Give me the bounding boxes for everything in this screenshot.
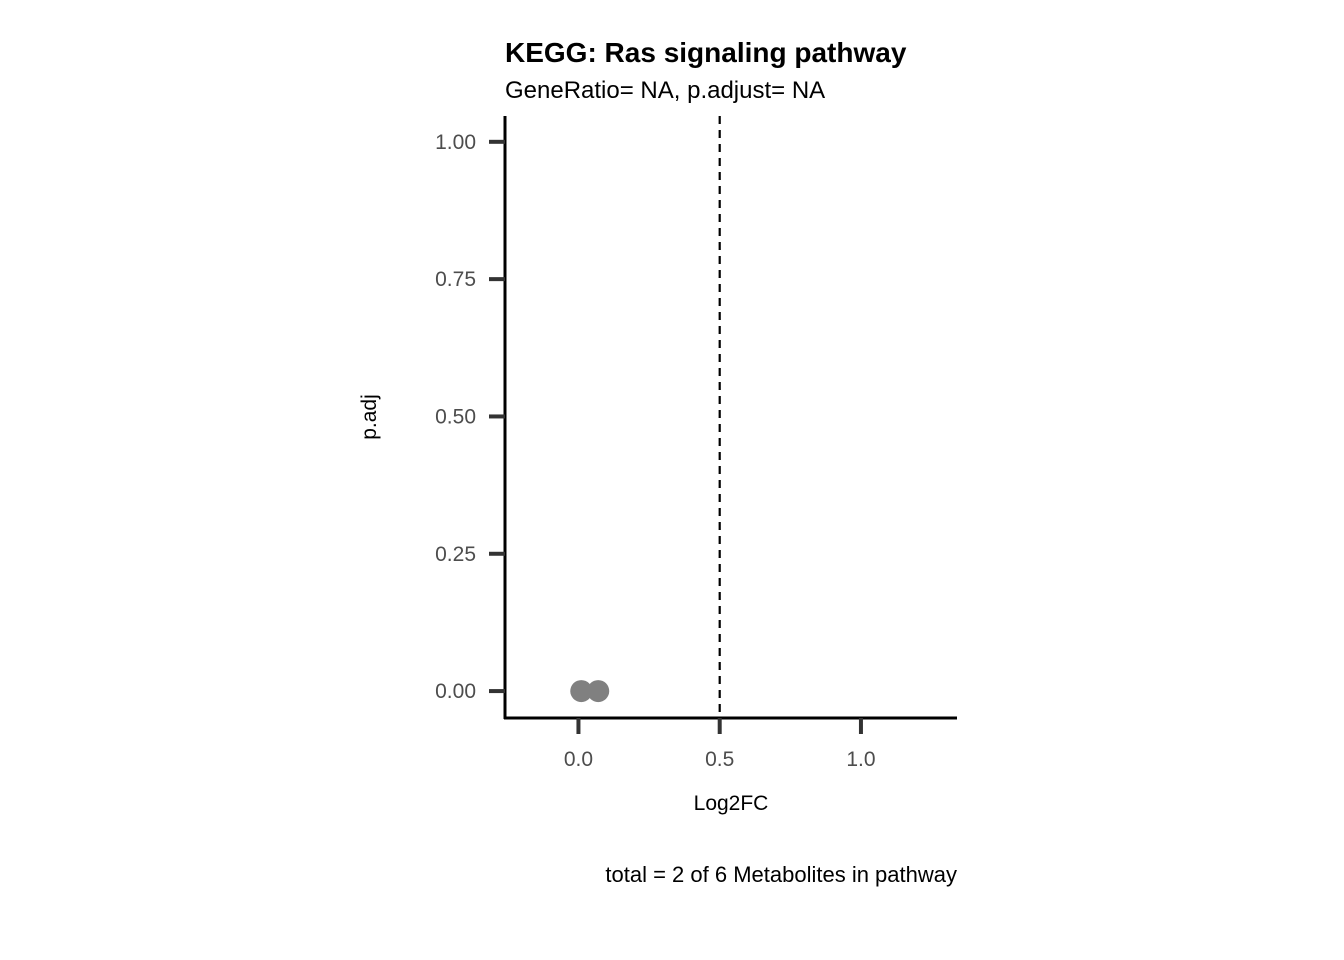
x-tick-label: 0.0 (564, 748, 593, 771)
chart-subtitle: GeneRatio= NA, p.adjust= NA (505, 77, 825, 104)
x-axis-label: Log2FC (694, 792, 769, 815)
y-tick-label: 0.50 (435, 405, 476, 428)
y-tick-label: 0.25 (435, 543, 476, 566)
chart-title: KEGG: Ras signaling pathway (505, 37, 907, 68)
y-tick-label: 0.00 (435, 680, 476, 703)
y-axis-label: p.adj (358, 394, 381, 440)
y-tick-label: 0.75 (435, 268, 476, 291)
data-point (570, 680, 593, 703)
data-point (587, 680, 610, 703)
caption: total = 2 of 6 Metabolites in pathway (605, 862, 957, 887)
y-tick-label: 1.00 (435, 131, 476, 154)
x-tick-label: 1.0 (846, 748, 875, 771)
x-tick-label: 0.5 (705, 748, 734, 771)
